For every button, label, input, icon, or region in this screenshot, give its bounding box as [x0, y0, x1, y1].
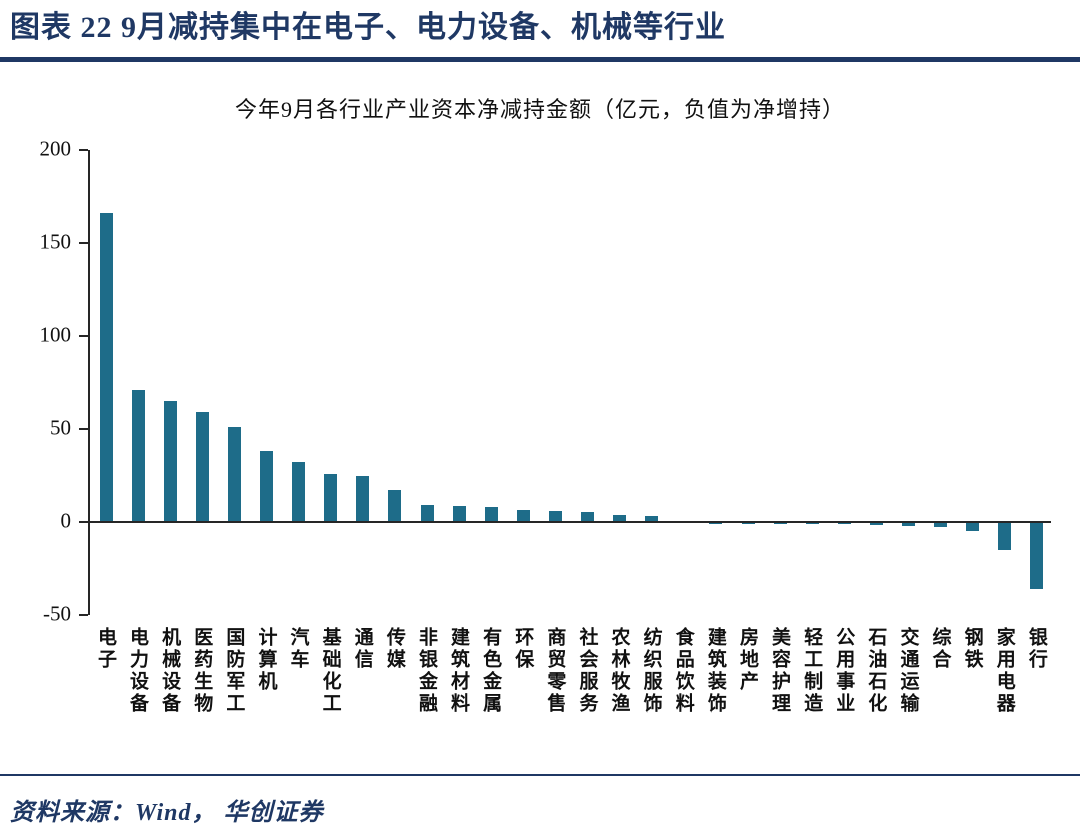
x-axis-label: 农林牧渔	[608, 627, 630, 715]
footer-divider	[0, 774, 1080, 776]
x-axis-label: 银行	[1025, 627, 1047, 671]
plot-area: 电子 电力设备 机械设备 医药生物 国防军工 计算机 汽车 基础化工 通信 传媒 非银金融 建筑材料有…	[88, 150, 1051, 715]
x-axis-label: 电子	[94, 627, 116, 671]
x-axis-line	[90, 521, 1051, 523]
bar-家用电器	[998, 522, 1012, 550]
bar-环保	[516, 509, 530, 522]
bar-汽车	[292, 462, 306, 522]
x-axis-label: 国防军工	[223, 627, 245, 715]
x-axis-label: 有色金属	[480, 627, 502, 715]
y-axis-label: 100	[39, 322, 72, 347]
title-divider	[0, 57, 1080, 62]
bar-医药生物	[195, 412, 209, 522]
bar-通信	[356, 475, 370, 522]
x-axis-label: 公用事业	[833, 627, 855, 715]
bar-交通运输	[902, 522, 916, 526]
bar-综合	[934, 522, 948, 527]
x-axis-label: 轻工制造	[801, 627, 823, 715]
y-axis-label: 200	[39, 136, 72, 161]
y-axis-label: 0	[60, 508, 72, 533]
x-axis-label: 非银金融	[415, 627, 437, 715]
bar-电子	[99, 213, 113, 522]
y-axis-tick	[79, 149, 88, 151]
bar-计算机	[260, 451, 274, 522]
figure-title: 图表 22 9月减持集中在电子、电力设备、机械等行业	[10, 11, 726, 44]
bar-石油石化	[869, 522, 883, 525]
bar-国防军工	[227, 427, 241, 522]
x-axis-label: 纺织服饰	[640, 627, 662, 715]
x-axis-label: 机械设备	[159, 627, 181, 715]
bar-银行	[1030, 522, 1044, 589]
y-axis-label: 150	[39, 229, 72, 254]
y-axis-label: 50	[50, 415, 71, 440]
x-axis-label: 环保	[512, 627, 534, 671]
x-axis-label: 汽车	[287, 627, 309, 671]
bar-农林牧渔	[613, 514, 627, 522]
x-axis-label: 建筑装饰	[704, 627, 726, 715]
y-axis-tick	[79, 521, 88, 523]
x-axis-label: 计算机	[255, 627, 277, 693]
x-axis-label: 医药生物	[191, 627, 213, 715]
bar-商贸零售	[548, 510, 562, 522]
bar-公用事业	[837, 522, 851, 525]
source-note: 资料来源：Wind， 华创证券	[10, 800, 324, 826]
x-axis-label: 家用电器	[993, 627, 1015, 715]
y-axis-tick	[79, 428, 88, 430]
y-axis-label: -50	[43, 601, 71, 626]
bar-有色金属	[484, 507, 498, 522]
bar-传媒	[388, 490, 402, 522]
x-axis-label: 石油石化	[865, 627, 887, 715]
bar-机械设备	[163, 401, 177, 522]
bar-建筑材料	[452, 506, 466, 522]
chart-title: 今年9月各行业产业资本净减持金额（亿元，负值为净增持）	[234, 97, 845, 122]
bar-chart: 200 150 100 50 0 -50 电子 电力设备 机械设备 医药生物 国防军工 计算机 汽车基…	[0, 136, 1080, 768]
x-axis-label: 基础化工	[319, 627, 341, 715]
bar-社会服务	[581, 511, 595, 522]
y-axis-tick	[79, 242, 88, 244]
y-axis-tick	[79, 335, 88, 337]
y-axis-tick	[79, 614, 88, 616]
x-axis-label: 交通运输	[897, 627, 919, 715]
x-axis-label: 商贸零售	[544, 627, 566, 715]
bar-纺织服饰	[645, 516, 659, 522]
x-axis-label: 建筑材料	[448, 627, 470, 715]
x-axis-label: 房地产	[736, 627, 758, 693]
x-axis-label: 传媒	[383, 627, 405, 671]
bar-基础化工	[324, 473, 338, 522]
bar-电力设备	[131, 389, 145, 522]
x-axis-label: 电力设备	[127, 627, 149, 715]
bar-钢铁	[966, 522, 980, 532]
x-axis-label: 综合	[929, 627, 951, 671]
y-axis: 200 150 100 50 0 -50	[0, 136, 88, 625]
x-axis-label: 钢铁	[961, 627, 983, 671]
x-axis-label: 社会服务	[576, 627, 598, 715]
x-axis-label: 美容护理	[769, 627, 791, 715]
x-axis-label: 食品饮料	[672, 627, 694, 715]
bar-非银金融	[420, 505, 434, 522]
x-axis-label: 通信	[351, 627, 373, 671]
